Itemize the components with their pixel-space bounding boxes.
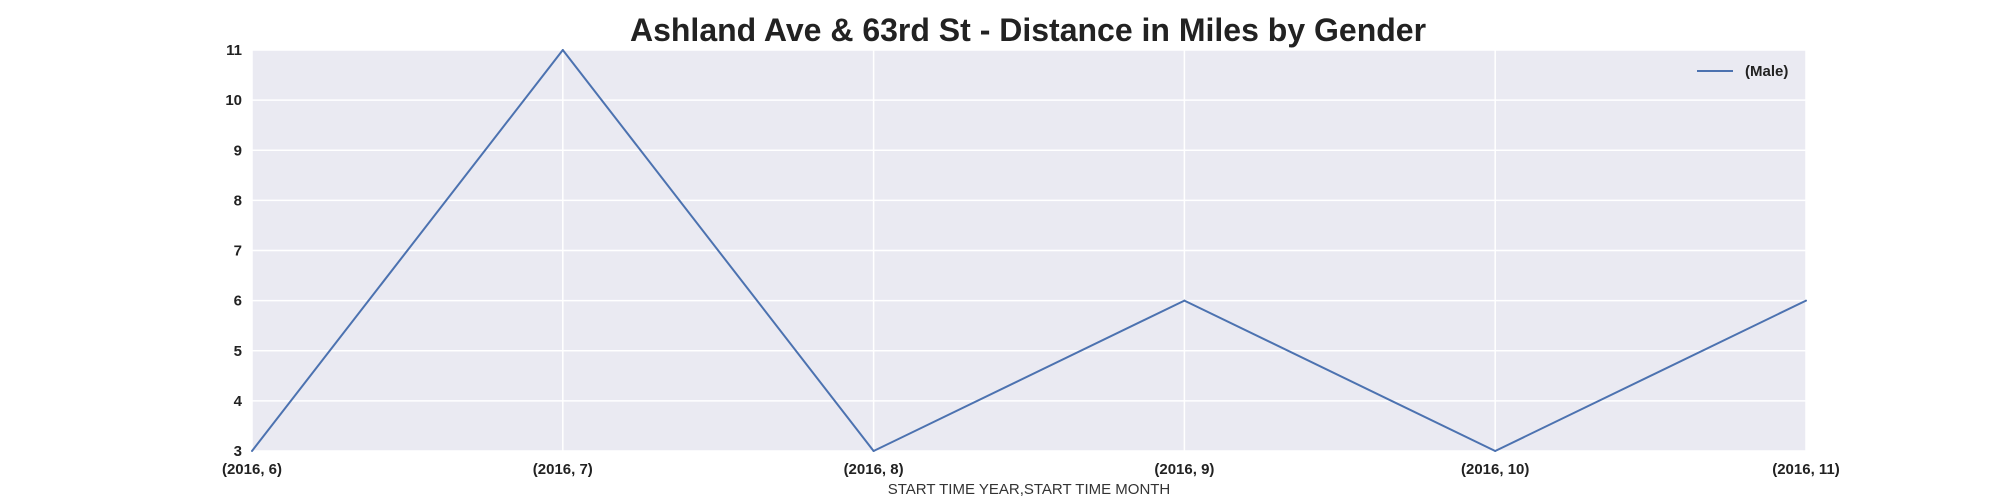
y-tick-label: 11 bbox=[226, 42, 242, 59]
y-axis-ticks: 3 4 5 6 7 8 9 10 11 bbox=[225, 42, 242, 460]
x-tick-label: (2016, 8) bbox=[844, 461, 904, 478]
y-tick-label: 4 bbox=[234, 393, 243, 410]
data-point bbox=[1183, 299, 1186, 302]
x-tick-label: (2016, 7) bbox=[533, 461, 593, 478]
y-tick-label: 3 bbox=[234, 443, 242, 460]
series-layer bbox=[251, 49, 1807, 452]
y-tick-label: 5 bbox=[234, 343, 242, 360]
x-tick-label: (2016, 6) bbox=[222, 461, 282, 478]
data-point bbox=[251, 450, 253, 452]
y-tick-label: 6 bbox=[234, 293, 242, 310]
x-tick-label: (2016, 9) bbox=[1154, 461, 1214, 478]
x-axis-label: START TIME YEAR,START TIME MONTH bbox=[888, 481, 1171, 498]
data-point bbox=[561, 49, 564, 51]
y-tick-label: 8 bbox=[234, 192, 242, 209]
data-point bbox=[872, 450, 875, 452]
data-point bbox=[1494, 450, 1497, 452]
y-tick-label: 7 bbox=[234, 243, 242, 260]
y-tick-label: 9 bbox=[234, 142, 242, 159]
chart-title: Ashland Ave & 63rd St - Distance in Mile… bbox=[630, 12, 1426, 48]
x-tick-label: (2016, 10) bbox=[1461, 461, 1529, 478]
legend: (Male) bbox=[1697, 63, 1788, 80]
x-axis-ticks: (2016, 6) (2016, 7) (2016, 8) (2016, 9) (201… bbox=[222, 461, 1840, 478]
data-point bbox=[1805, 299, 1807, 302]
grid bbox=[251, 49, 1807, 452]
series-line bbox=[251, 49, 1807, 452]
legend-label: (Male) bbox=[1745, 63, 1788, 80]
y-tick-label: 10 bbox=[225, 92, 242, 109]
x-tick-label: (2016, 11) bbox=[1772, 461, 1840, 478]
